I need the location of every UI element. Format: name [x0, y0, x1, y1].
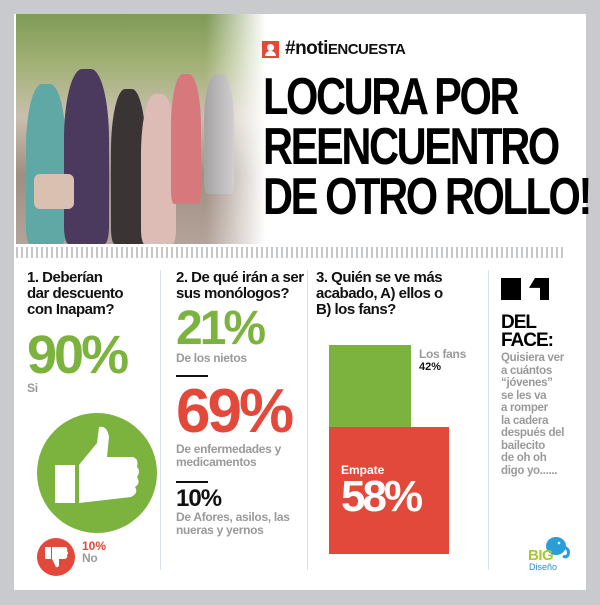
yes-percentage: 90%: [27, 325, 129, 385]
question-3: 3. Quién se ve más acabado, A) ellos o B…: [316, 270, 486, 570]
handbag-shape: [34, 174, 74, 209]
answer-separator: [176, 375, 208, 377]
tick-divider: [16, 247, 564, 258]
quote-line: después del: [501, 427, 565, 439]
quote-line: a cuántos: [501, 364, 552, 377]
answer-1-label: De los nietos: [176, 351, 247, 365]
tie-label: Empate: [341, 463, 385, 477]
hashtag-prefix: #noti: [285, 38, 328, 59]
title-line: con Inapam?: [27, 301, 115, 318]
quote-line: la cadera: [501, 414, 549, 427]
quote-line: bailecito: [501, 439, 545, 452]
answer-2-percentage: 69%: [176, 377, 294, 446]
fans-result: Los fans 42%: [419, 347, 466, 374]
del-face-quote: Quisiera ver a cuántos “jóvenes” se les …: [501, 352, 579, 477]
big-diseno-logo: BIG Diseño: [526, 535, 576, 575]
thumbs-down-icon: [37, 538, 75, 576]
no-label: No: [82, 551, 98, 565]
person-shape: [26, 84, 66, 244]
tie-bar: Empate 58%: [329, 427, 449, 554]
person-shape: [64, 69, 109, 244]
quote-line: Quisiera ver: [501, 352, 564, 364]
answer-3-label: nueras y yernos: [176, 523, 264, 537]
photo-fade: [206, 14, 266, 244]
no-result: 10% No: [82, 540, 106, 565]
hashtag-suffix: ENCUESTA: [327, 41, 406, 58]
title-line: DEL: [501, 312, 537, 333]
tie-percentage: 58%: [341, 472, 423, 521]
user-icon: [262, 40, 279, 58]
hashtag: #notiENCUESTA: [262, 38, 406, 60]
title-line: sus monólogos?: [176, 285, 290, 302]
headline: LOCURA POR REENCUENTRO DE OTRO ROLLO!: [263, 68, 593, 226]
title-line: 1. Deberían: [27, 269, 103, 286]
quote-line: digo yo......: [501, 464, 558, 477]
question-2: 2. De qué irán a ser sus monólogos? 21% …: [176, 270, 306, 570]
quote-line: de oh oh: [501, 452, 547, 464]
logo-diseno: Diseño: [529, 562, 558, 572]
quote-line: a romper: [501, 402, 548, 414]
person-shape: [171, 74, 201, 204]
headline-line-2: REENCUENTRO: [263, 118, 560, 176]
headline-line-3: DE OTRO ROLLO!: [263, 168, 592, 226]
fans-label: Los fans: [419, 347, 466, 361]
answer-2-label: medicamentos: [176, 455, 257, 469]
question-1-title: 1. Deberían dar descuento con Inapam?: [27, 270, 157, 318]
del-face-title: DEL FACE:: [501, 312, 554, 351]
title-line: B) los fans?: [316, 301, 396, 318]
del-face: DEL FACE: Quisiera ver a cuántos “jóvene…: [496, 270, 576, 570]
headline-line-1: LOCURA POR: [263, 68, 519, 126]
title-line: acabado, A) ellos o: [316, 285, 443, 302]
answer-3-label: De Afores, asilos, las: [176, 510, 290, 524]
hero-photo: [16, 14, 266, 244]
title-line: 3. Quién se ve más: [316, 269, 443, 286]
answer-separator: [176, 481, 208, 483]
quote-line: se les va: [501, 389, 547, 402]
quote-icon: [501, 278, 551, 300]
answer-1-percentage: 21%: [176, 302, 266, 355]
yes-label: Si: [27, 381, 38, 395]
question-3-title: 3. Quién se ve más acabado, A) ellos o B…: [316, 270, 486, 318]
fans-percentage: 42%: [419, 361, 442, 373]
person-shape: [111, 89, 146, 244]
quote-line: “jóvenes”: [501, 377, 553, 389]
question-2-title: 2. De qué irán a ser sus monólogos?: [176, 270, 306, 302]
title-line: FACE:: [501, 330, 554, 351]
elephant-icon: [546, 537, 570, 559]
column-divider: [488, 270, 489, 570]
answer-2-label: De enfermedades y: [176, 442, 281, 456]
fans-bar: [329, 345, 411, 430]
title-line: 2. De qué irán a ser: [176, 269, 304, 286]
title-line: dar descuento: [27, 285, 124, 302]
column-divider: [160, 270, 161, 570]
no-percentage: 10%: [82, 539, 107, 553]
person-shape: [141, 94, 176, 244]
logo-big: BIG: [528, 547, 554, 564]
thumbs-up-icon: [37, 413, 157, 533]
column-divider: [307, 270, 308, 570]
question-1: 1. Deberían dar descuento con Inapam? 90…: [27, 270, 157, 576]
answer-3-percentage: 10%: [176, 485, 222, 512]
